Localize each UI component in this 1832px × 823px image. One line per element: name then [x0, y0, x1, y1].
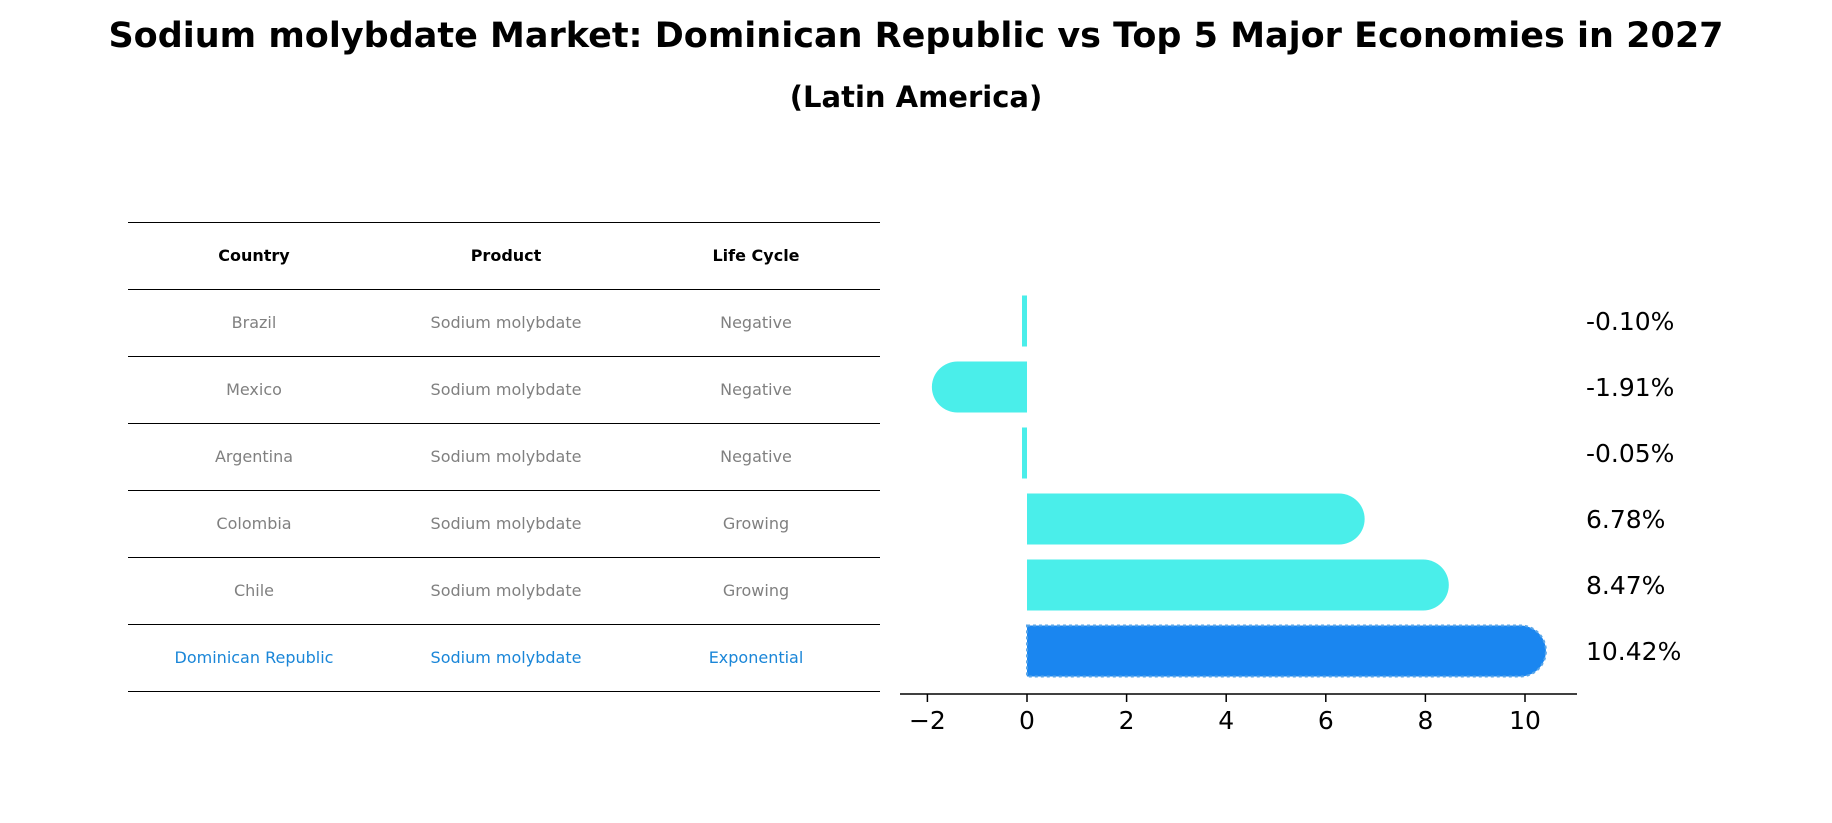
header-product: Product	[470, 246, 542, 265]
bar-value-label: -0.10%	[1586, 307, 1674, 336]
cell-product: Sodium molybdate	[430, 514, 582, 533]
cell-country: Dominican Republic	[174, 648, 334, 667]
cell-product: Sodium molybdate	[430, 581, 582, 600]
data-table: Country Product Life Cycle Brazil Sodium…	[128, 222, 880, 692]
cell-product: Sodium molybdate	[430, 447, 582, 466]
header-country: Country	[218, 246, 290, 265]
x-tick-label: 8	[1417, 706, 1433, 735]
bar	[931, 361, 1027, 413]
bar-value-label: 6.78%	[1586, 505, 1665, 534]
bar	[1022, 427, 1027, 479]
chart-title: Sodium molybdate Market: Dominican Repub…	[108, 16, 1724, 56]
bar-group	[1027, 559, 1449, 611]
cell-life-cycle: Negative	[720, 380, 792, 399]
cell-product: Sodium molybdate	[430, 648, 582, 667]
x-tick-label: 2	[1119, 706, 1135, 735]
bar-value-label: 8.47%	[1586, 571, 1665, 600]
bar-group	[931, 361, 1027, 413]
x-tick-label: 0	[1019, 706, 1035, 735]
bar-value-label: 10.42%	[1586, 637, 1681, 666]
cell-life-cycle: Negative	[720, 447, 792, 466]
bar	[1027, 493, 1365, 545]
x-tick-label: 10	[1509, 706, 1541, 735]
table-row: Chile Sodium molybdate Growing	[128, 557, 880, 624]
table-row: Mexico Sodium molybdate Negative	[128, 356, 880, 423]
bar	[1027, 559, 1449, 611]
cell-country: Chile	[233, 581, 275, 600]
cell-country: Argentina	[214, 447, 294, 466]
cell-product: Sodium molybdate	[430, 380, 582, 399]
cell-country: Mexico	[226, 380, 282, 399]
cell-country: Brazil	[231, 313, 277, 332]
cell-life-cycle: Negative	[720, 313, 792, 332]
chart-subtitle: (Latin America)	[789, 80, 1043, 114]
x-tick-label: 6	[1318, 706, 1334, 735]
table-header-row: Country Product Life Cycle	[128, 222, 880, 289]
bar-value-label: -0.05%	[1586, 439, 1674, 468]
bar-group	[1022, 427, 1027, 479]
cell-life-cycle: Growing	[722, 581, 790, 600]
table-row: Colombia Sodium molybdate Growing	[128, 490, 880, 557]
x-tick-label: −2	[909, 706, 946, 735]
bar-value-label: -1.91%	[1586, 373, 1674, 402]
cell-country: Colombia	[216, 514, 292, 533]
bar	[1022, 295, 1027, 347]
table-row-highlighted: Dominican Republic Sodium molybdate Expo…	[128, 624, 880, 692]
table-row: Brazil Sodium molybdate Negative	[128, 289, 880, 356]
cell-life-cycle: Exponential	[708, 648, 804, 667]
x-tick-label: 4	[1218, 706, 1234, 735]
bar-group	[1026, 624, 1547, 678]
cell-product: Sodium molybdate	[430, 313, 582, 332]
table-row: Argentina Sodium molybdate Negative	[128, 423, 880, 490]
bar-group	[1027, 493, 1365, 545]
header-life-cycle: Life Cycle	[712, 246, 800, 265]
cell-life-cycle: Growing	[722, 514, 790, 533]
bar-group	[1022, 295, 1027, 347]
bar-highlighted	[1026, 624, 1547, 678]
